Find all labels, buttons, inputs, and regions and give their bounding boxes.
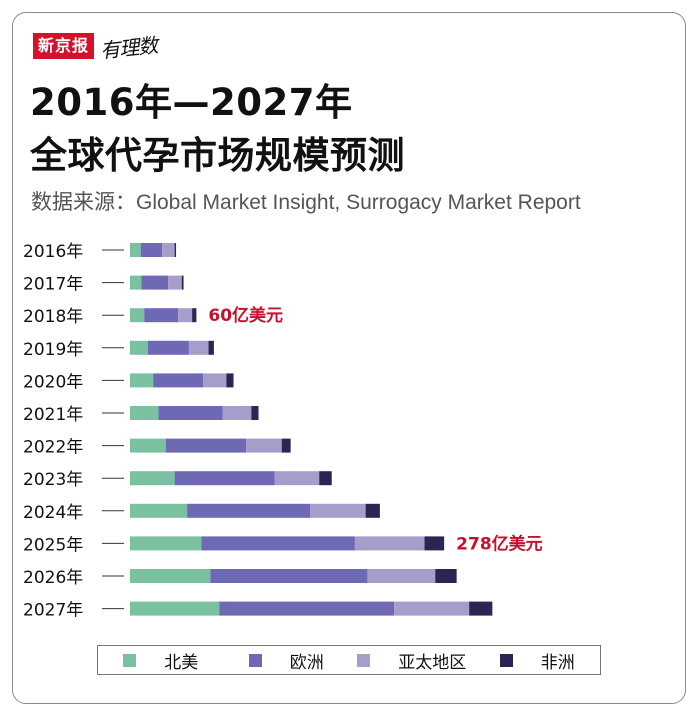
bar-segment-asia_pacific bbox=[310, 503, 366, 518]
y-tick-label: 2024年 bbox=[23, 503, 83, 523]
bar-segment-north_america bbox=[130, 340, 148, 355]
bar-segment-asia_pacific bbox=[354, 536, 425, 551]
bar-segment-africa bbox=[281, 438, 291, 453]
y-tick-label: 2020年 bbox=[23, 372, 83, 392]
legend-label: 北美 bbox=[164, 652, 199, 673]
legend-swatch bbox=[248, 653, 262, 667]
bar-segment-north_america bbox=[130, 438, 166, 453]
bar-segment-asia_pacific bbox=[188, 340, 209, 355]
chart-legend: 北美 欧洲 亚太地区 非洲 bbox=[97, 645, 601, 675]
bar-segment-asia_pacific bbox=[178, 308, 193, 323]
y-tick-label: 2016年 bbox=[23, 242, 83, 262]
bar-segment-north_america bbox=[130, 536, 202, 551]
y-tick-label: 2022年 bbox=[23, 438, 83, 458]
bar-segment-north_america bbox=[130, 373, 154, 388]
bar-segment-africa bbox=[365, 503, 380, 518]
legend-swatch bbox=[123, 653, 137, 667]
bar-segment-europe bbox=[144, 308, 179, 323]
bar-segment-asia_pacific bbox=[162, 243, 175, 257]
legend-swatch bbox=[357, 653, 371, 667]
y-tick-label: 2021年 bbox=[23, 405, 83, 425]
bar-segment-africa bbox=[208, 340, 214, 355]
bar-segment-north_america bbox=[130, 243, 141, 257]
bar-segment-north_america bbox=[130, 601, 220, 616]
legend-label: 亚太地区 bbox=[398, 652, 467, 673]
bar-segment-asia_pacific bbox=[203, 373, 227, 388]
chart-card bbox=[12, 12, 686, 704]
bar-segment-africa bbox=[424, 536, 445, 551]
y-tick-label: 2023年 bbox=[23, 470, 83, 490]
data-label-total: 278亿美元 bbox=[456, 533, 543, 554]
legend-swatch bbox=[499, 653, 513, 667]
y-tick-label: 2017年 bbox=[23, 275, 83, 295]
legend-item-asia_pacific: 亚太地区 bbox=[349, 648, 475, 673]
bar-segment-europe bbox=[140, 243, 163, 257]
bar-segment-asia_pacific bbox=[367, 569, 436, 583]
bar-segment-africa bbox=[174, 243, 177, 257]
bar-segment-north_america bbox=[130, 275, 142, 290]
legend-item-north_america: 北美 bbox=[98, 648, 224, 673]
bar-segment-europe bbox=[201, 536, 355, 551]
bar-segment-africa bbox=[251, 406, 259, 420]
bar-segment-asia_pacific bbox=[222, 406, 252, 420]
bar-segment-north_america bbox=[130, 503, 188, 518]
bar-segment-africa bbox=[181, 275, 184, 290]
bar-segment-north_america bbox=[130, 406, 159, 420]
bar-segment-asia_pacific bbox=[246, 438, 282, 453]
y-tick-label: 2026年 bbox=[23, 568, 83, 588]
bar-segment-europe bbox=[147, 340, 189, 355]
brand-logo-text: 新京报 bbox=[33, 33, 95, 59]
bar-segment-asia_pacific bbox=[394, 601, 470, 616]
data-label-total: 60亿美元 bbox=[208, 305, 283, 326]
bar-segment-asia_pacific bbox=[274, 471, 320, 486]
chart-title-line1: 2016年—2027年 bbox=[30, 81, 353, 124]
y-tick-label: 2027年 bbox=[23, 601, 83, 621]
bar-segment-europe bbox=[210, 569, 368, 583]
legend-item-africa: 非洲 bbox=[475, 648, 601, 673]
bar-segment-africa bbox=[435, 569, 457, 583]
chart-title-line2: 全球代孕市场规模预测 bbox=[30, 134, 405, 177]
brand-logo: 新京报 有理数 bbox=[33, 33, 158, 62]
bar-segment-north_america bbox=[130, 471, 175, 486]
bar-segment-asia_pacific bbox=[168, 275, 182, 290]
legend-label: 欧洲 bbox=[289, 652, 324, 673]
legend-item-europe: 欧洲 bbox=[224, 648, 350, 673]
bar-segment-north_america bbox=[130, 569, 211, 583]
bar-segment-north_america bbox=[130, 308, 145, 323]
bar-segment-europe bbox=[165, 438, 247, 453]
bar-segment-europe bbox=[153, 373, 204, 388]
bar-segment-africa bbox=[192, 308, 197, 323]
bar-segment-europe bbox=[141, 275, 169, 290]
legend-label: 非洲 bbox=[540, 652, 575, 673]
data-source: 数据来源：Global Market Insight, Surrogacy Ma… bbox=[31, 191, 581, 214]
y-tick-label: 2019年 bbox=[23, 340, 83, 360]
y-tick-label: 2018年 bbox=[23, 307, 83, 327]
bar-segment-europe bbox=[174, 471, 275, 486]
bar-segment-africa bbox=[226, 373, 234, 388]
bar-segment-europe bbox=[158, 406, 223, 420]
y-tick-label: 2025年 bbox=[23, 535, 83, 555]
bar-segment-europe bbox=[187, 503, 311, 518]
bar-segment-africa bbox=[469, 601, 493, 616]
bar-segment-europe bbox=[219, 601, 395, 616]
bar-segment-africa bbox=[319, 471, 332, 486]
